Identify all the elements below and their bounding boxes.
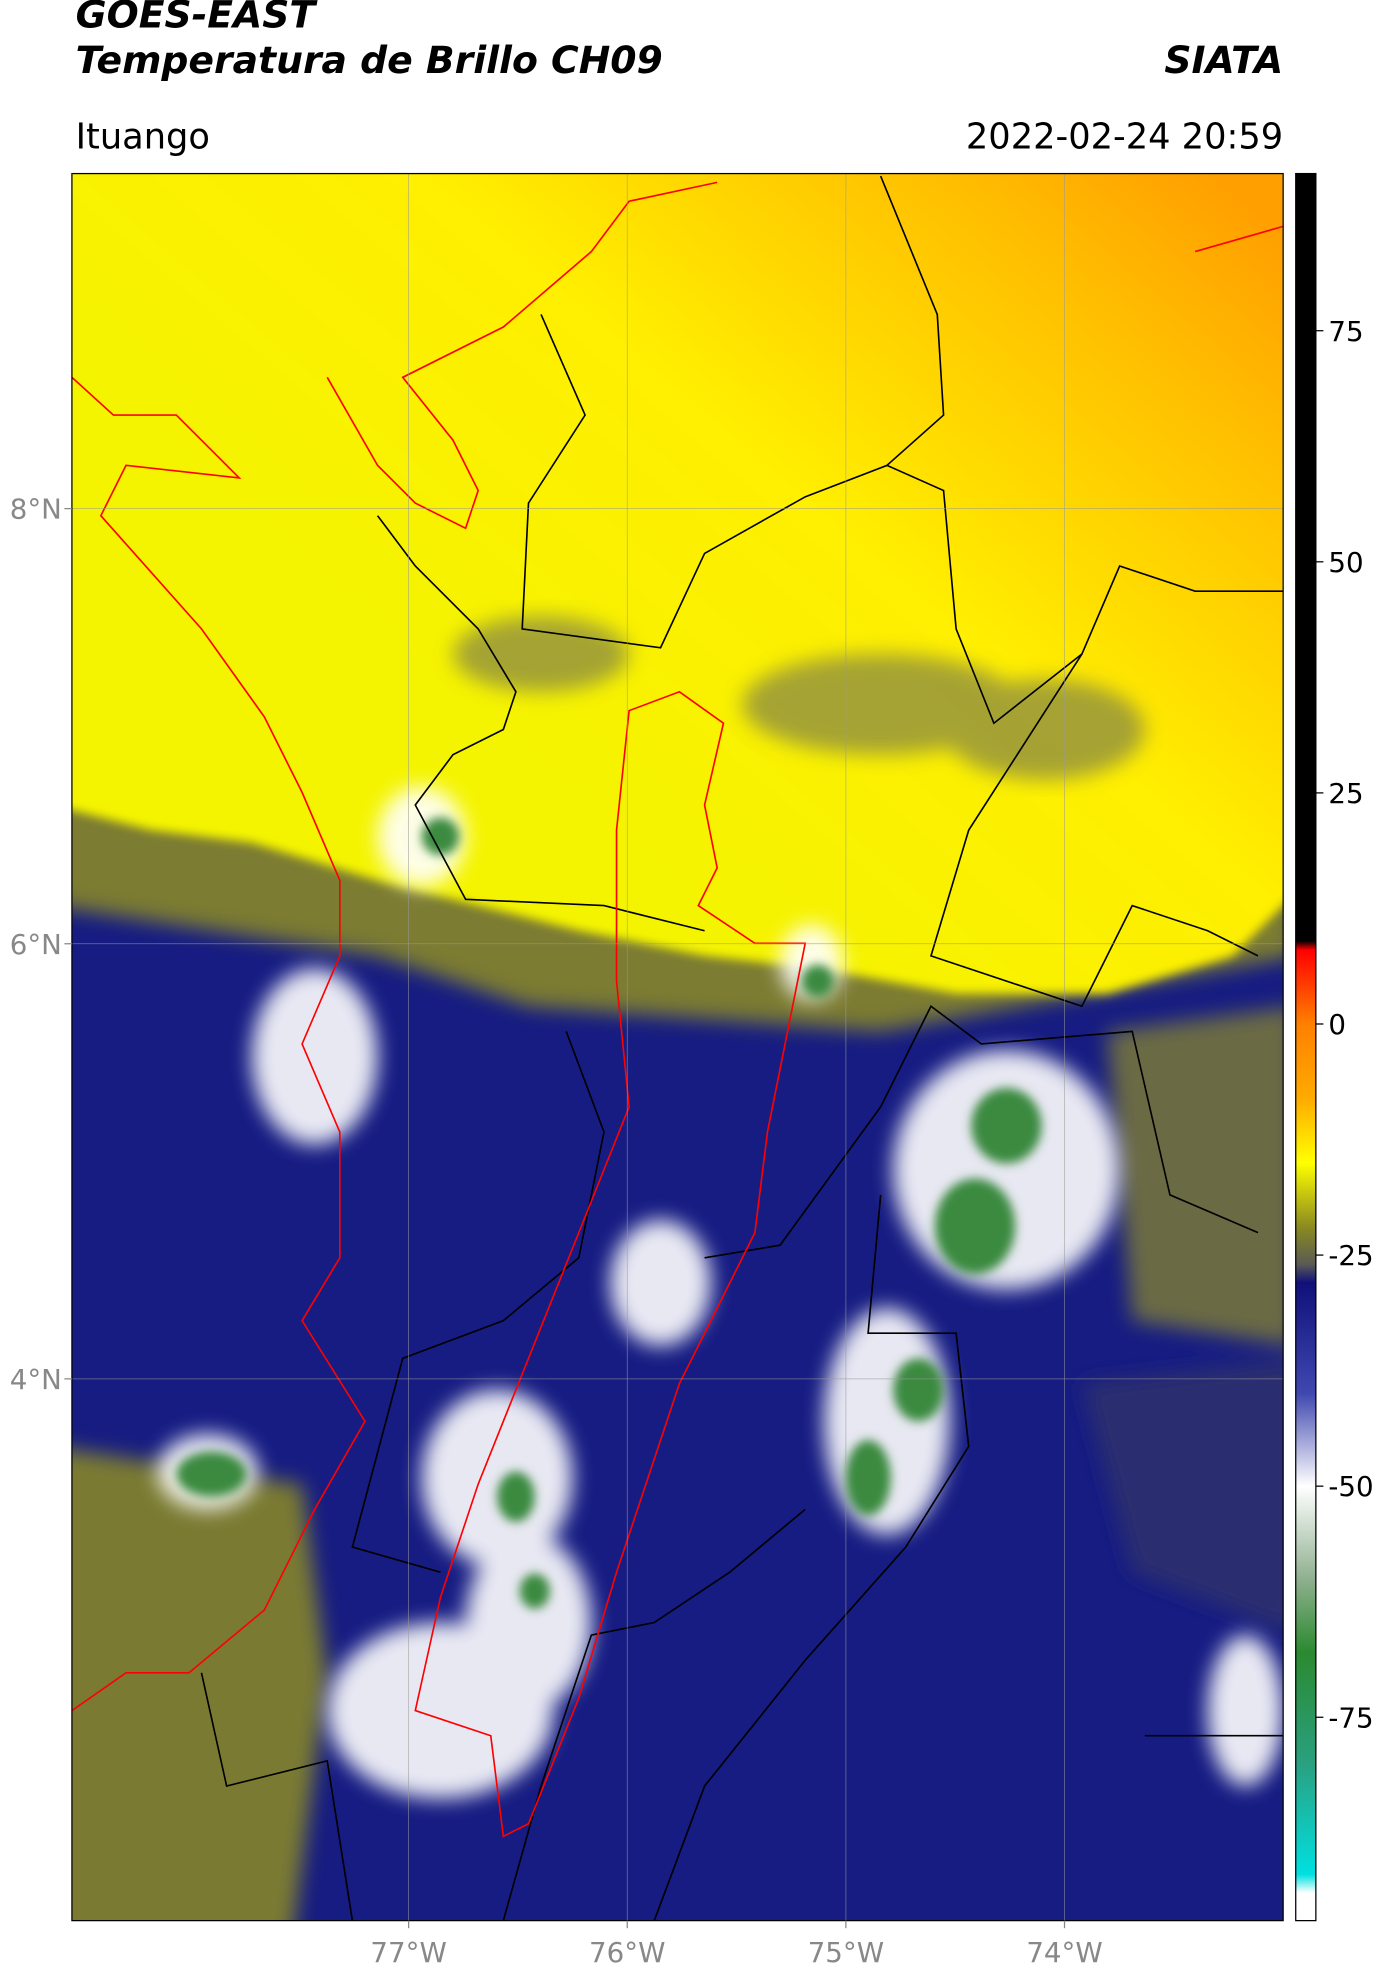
x-tick-label: 75°W bbox=[808, 1936, 884, 1969]
y-tick-label: 8°N bbox=[10, 493, 62, 526]
source: SIATA bbox=[1164, 38, 1283, 82]
datetime: 2022-02-24 20:59 bbox=[966, 116, 1283, 157]
x-tick-label: 76°W bbox=[589, 1936, 665, 1969]
y-tick-label: 4°N bbox=[10, 1363, 62, 1396]
grid bbox=[71, 173, 1284, 1921]
colorbar-tick-label: -25 bbox=[1328, 1239, 1373, 1272]
colorbar bbox=[1295, 172, 1317, 1922]
map-frame bbox=[71, 172, 1284, 1922]
colorbar-tick-label: 0 bbox=[1328, 1008, 1346, 1041]
subtitle: Temperatura de Brillo CH09 bbox=[76, 38, 663, 82]
x-tick-label: 74°W bbox=[1026, 1936, 1102, 1969]
coast-and-region bbox=[71, 181, 1284, 1838]
colorbar-tick-label: -50 bbox=[1328, 1470, 1373, 1503]
colorbar-tick-label: 25 bbox=[1328, 777, 1363, 810]
cloud-tops bbox=[157, 786, 1284, 1799]
boundaries bbox=[200, 175, 1284, 1921]
satellite-image bbox=[71, 173, 1284, 1921]
colorbar-tick-label: -75 bbox=[1328, 1701, 1373, 1734]
colorbar-tick-label: 75 bbox=[1328, 315, 1363, 348]
location: Ituango bbox=[76, 116, 210, 157]
y-tick-label: 6°N bbox=[10, 928, 62, 961]
warm-region bbox=[71, 173, 1284, 994]
x-tick-label: 77°W bbox=[370, 1936, 446, 1969]
title: GOES-EAST bbox=[76, 0, 319, 37]
olive-patches bbox=[453, 616, 1145, 780]
colorbar-tick-label: 50 bbox=[1328, 546, 1363, 579]
